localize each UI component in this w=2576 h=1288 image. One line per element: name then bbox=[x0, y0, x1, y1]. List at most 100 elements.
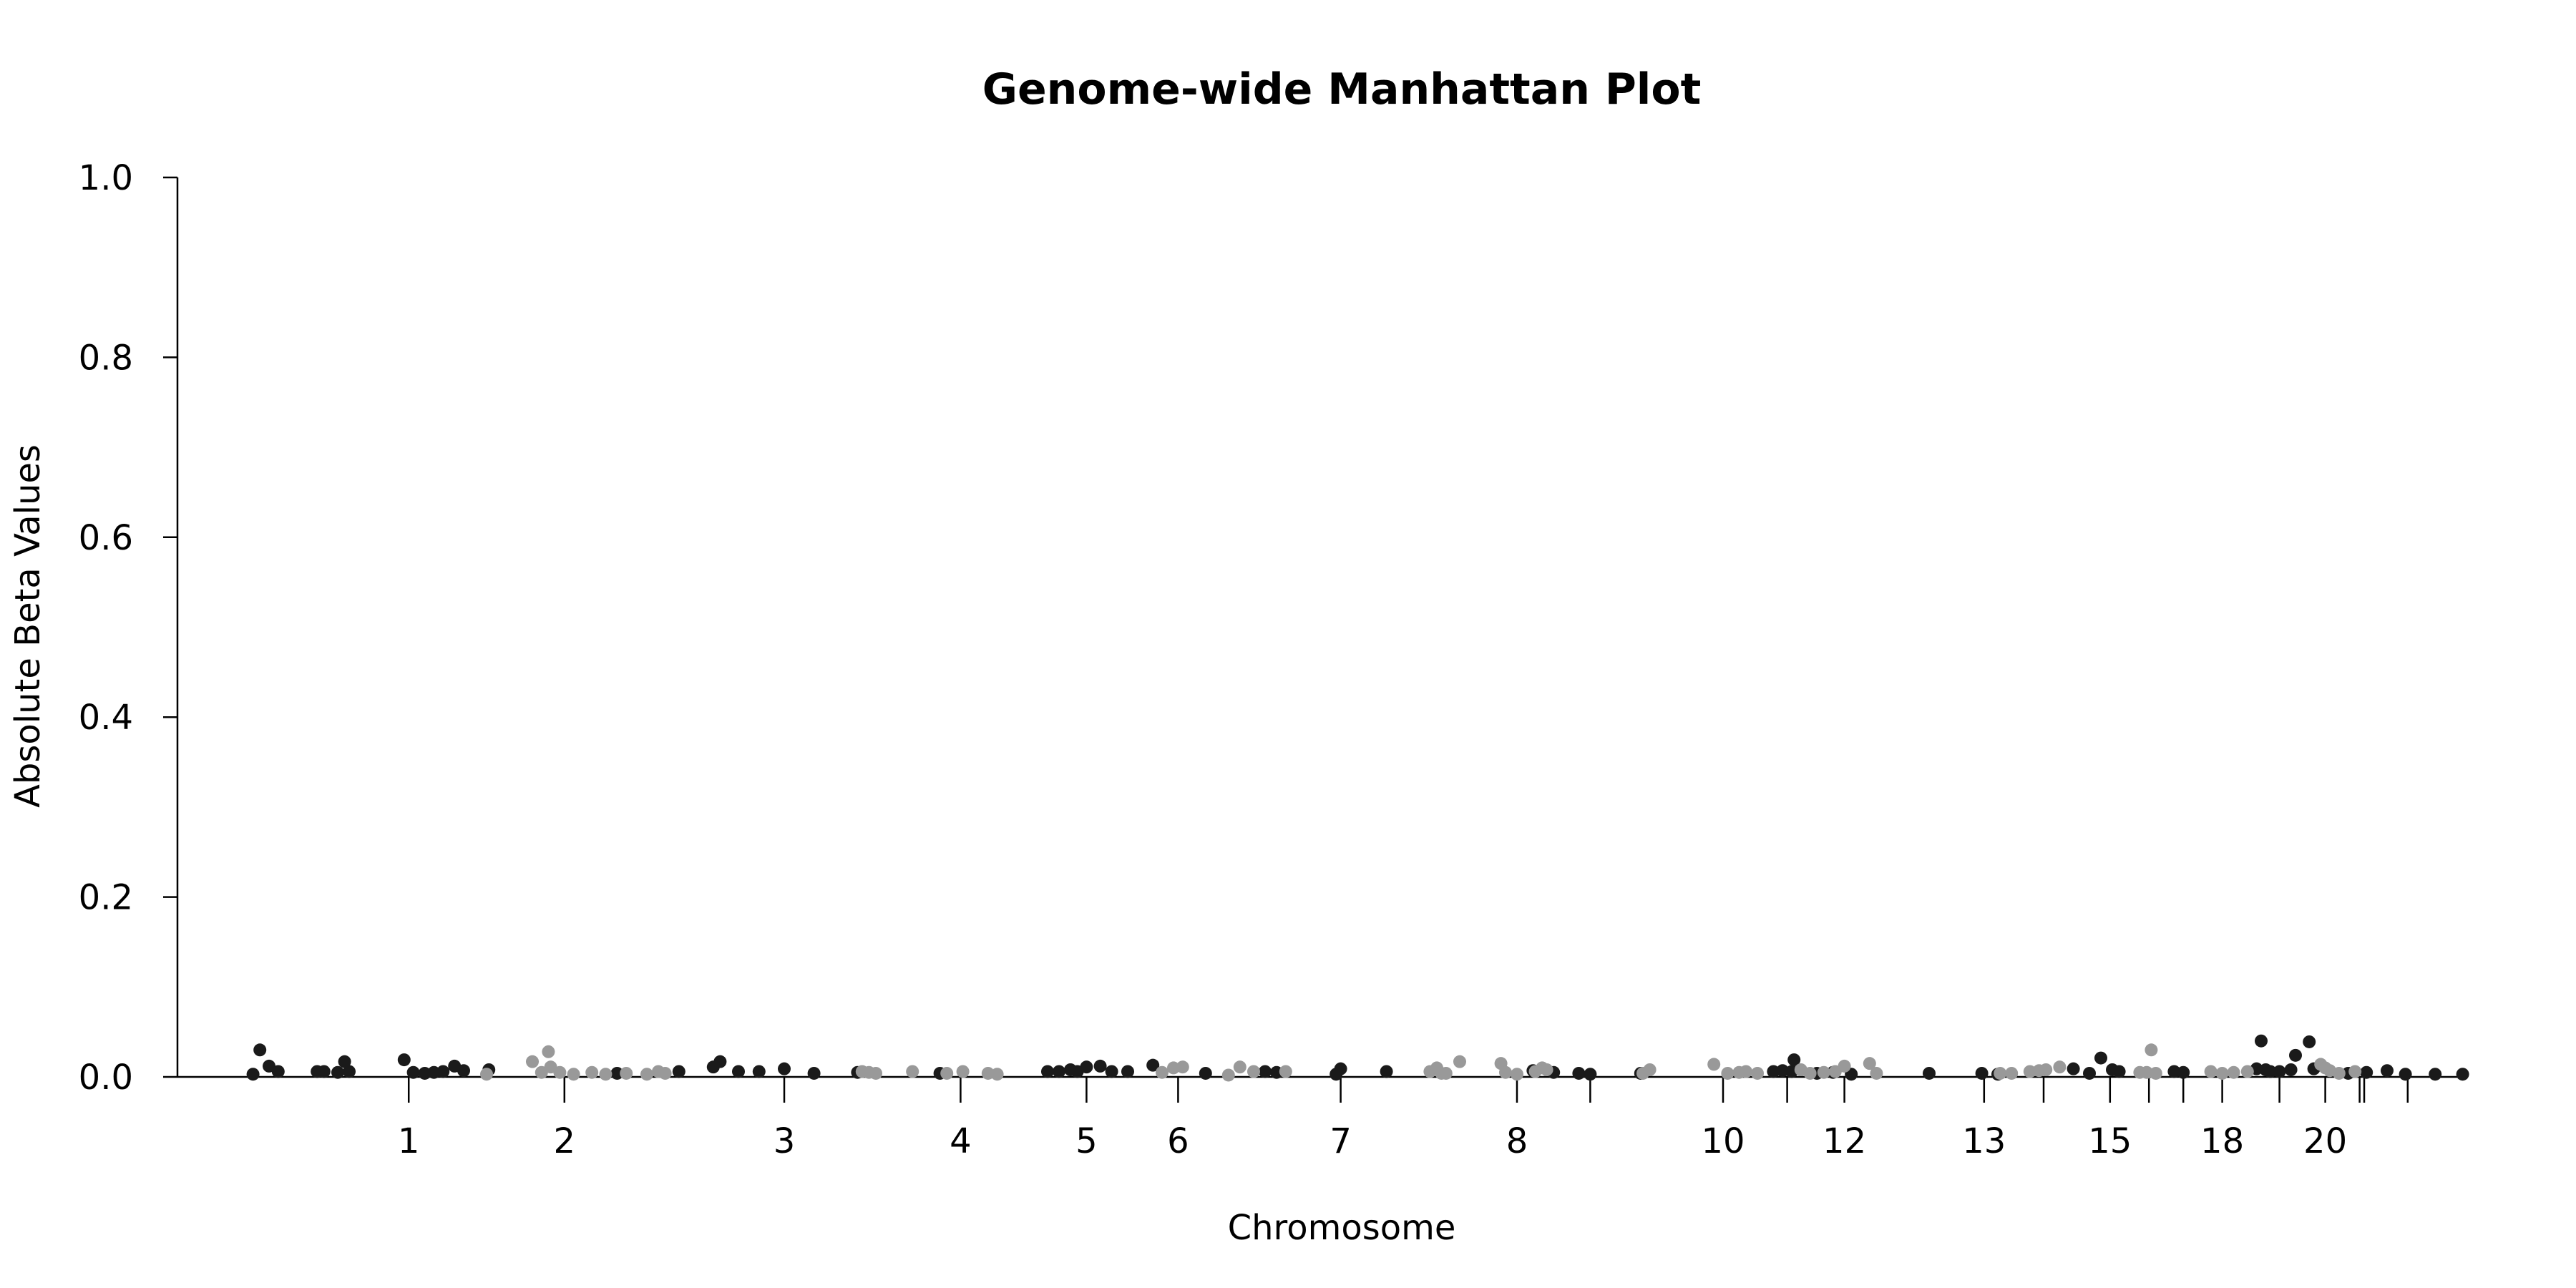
data-point bbox=[2360, 1065, 2373, 1079]
data-point bbox=[1093, 1059, 1107, 1073]
data-point bbox=[2456, 1068, 2469, 1081]
x-tick-label: 3 bbox=[774, 1121, 796, 1161]
x-tick-label: 7 bbox=[1330, 1121, 1352, 1161]
data-point bbox=[713, 1055, 727, 1068]
data-point bbox=[2284, 1063, 2298, 1076]
data-point bbox=[1053, 1065, 1065, 1078]
data-point bbox=[1975, 1066, 1989, 1080]
data-point bbox=[1156, 1065, 1169, 1079]
data-point bbox=[480, 1068, 493, 1081]
y-tick-label: 1.0 bbox=[79, 158, 133, 198]
data-point bbox=[1721, 1066, 1735, 1080]
data-point bbox=[1279, 1065, 1292, 1078]
y-tick-label: 0.0 bbox=[79, 1058, 133, 1098]
data-point bbox=[1259, 1065, 1272, 1078]
y-axis-label: Absolute Beta Values bbox=[8, 444, 48, 808]
data-point bbox=[1863, 1057, 1876, 1070]
data-point bbox=[1041, 1065, 1054, 1078]
data-point bbox=[457, 1064, 470, 1078]
x-tick-label: 2 bbox=[554, 1121, 576, 1161]
data-point bbox=[331, 1065, 344, 1079]
data-point bbox=[620, 1066, 633, 1080]
data-point bbox=[1105, 1065, 1118, 1078]
data-point bbox=[990, 1068, 1004, 1081]
data-point bbox=[2005, 1066, 2019, 1080]
data-point bbox=[1803, 1066, 1817, 1080]
data-point bbox=[1838, 1059, 1851, 1073]
data-point bbox=[567, 1068, 580, 1081]
data-point bbox=[1453, 1055, 1466, 1068]
data-point bbox=[2149, 1066, 2162, 1080]
x-tick-label: 13 bbox=[1962, 1121, 2006, 1161]
data-point bbox=[2039, 1063, 2053, 1076]
chart-title: Genome-wide Manhattan Plot bbox=[982, 64, 1702, 114]
data-point bbox=[1511, 1068, 1523, 1081]
data-point bbox=[807, 1066, 821, 1080]
data-point bbox=[1121, 1065, 1134, 1078]
data-point bbox=[752, 1065, 766, 1078]
data-point bbox=[526, 1055, 539, 1068]
data-point bbox=[2263, 1065, 2277, 1078]
data-point bbox=[2112, 1065, 2126, 1078]
data-point bbox=[253, 1043, 267, 1057]
data-point bbox=[317, 1065, 331, 1078]
data-point bbox=[1994, 1066, 2007, 1080]
y-tick-label: 0.2 bbox=[79, 878, 133, 918]
data-point bbox=[1221, 1068, 1235, 1082]
y-tick-label: 0.6 bbox=[79, 518, 133, 558]
data-point bbox=[2348, 1065, 2362, 1078]
data-point bbox=[436, 1065, 450, 1078]
data-point bbox=[2177, 1065, 2190, 1079]
data-point bbox=[338, 1055, 351, 1068]
data-point bbox=[1199, 1066, 1212, 1080]
data-point bbox=[1572, 1066, 1586, 1080]
x-tick-label: 20 bbox=[2303, 1121, 2347, 1161]
data-point bbox=[2053, 1060, 2067, 1074]
data-point bbox=[2289, 1048, 2302, 1062]
data-point bbox=[406, 1065, 420, 1079]
x-axis-label: Chromosome bbox=[1228, 1208, 1456, 1248]
data-point bbox=[2429, 1068, 2442, 1081]
data-point bbox=[2399, 1068, 2412, 1081]
data-point bbox=[2240, 1065, 2254, 1078]
x-tick-label: 5 bbox=[1075, 1121, 1098, 1161]
data-point bbox=[1247, 1065, 1260, 1078]
data-point bbox=[1439, 1066, 1453, 1080]
data-point bbox=[1146, 1058, 1160, 1072]
data-point bbox=[1740, 1065, 1752, 1078]
data-point bbox=[1380, 1065, 1393, 1078]
data-point bbox=[343, 1065, 356, 1078]
data-point bbox=[1233, 1060, 1246, 1074]
x-tick-label: 6 bbox=[1167, 1121, 1189, 1161]
y-tick-label: 0.4 bbox=[79, 698, 133, 738]
data-point bbox=[1707, 1058, 1721, 1071]
data-point bbox=[732, 1065, 745, 1078]
data-points bbox=[246, 1034, 2469, 1082]
x-tick-label: 10 bbox=[1701, 1121, 1745, 1161]
data-point bbox=[1751, 1066, 1764, 1080]
data-point bbox=[2204, 1065, 2218, 1078]
data-point bbox=[940, 1066, 954, 1080]
data-point bbox=[1923, 1066, 1936, 1080]
data-point bbox=[1870, 1066, 1883, 1080]
data-point bbox=[2273, 1065, 2286, 1078]
x-tick-label: 8 bbox=[1506, 1121, 1528, 1161]
data-point bbox=[2303, 1035, 2316, 1048]
data-point bbox=[2083, 1066, 2096, 1080]
data-point bbox=[585, 1065, 599, 1079]
data-point bbox=[542, 1045, 555, 1058]
data-point bbox=[869, 1066, 882, 1080]
x-axis: 1 2 3 4 5 6 7 8 10 12 13 15 18 20 bbox=[177, 1075, 2467, 1161]
x-tick-label: 18 bbox=[2200, 1121, 2244, 1161]
data-point bbox=[1334, 1062, 1347, 1075]
data-point bbox=[2227, 1065, 2240, 1079]
x-tick-label: 4 bbox=[950, 1121, 972, 1161]
data-point bbox=[956, 1065, 970, 1078]
data-point bbox=[2255, 1034, 2268, 1048]
data-point bbox=[640, 1068, 653, 1081]
data-point bbox=[2067, 1062, 2080, 1075]
data-point bbox=[2332, 1066, 2346, 1080]
data-point bbox=[599, 1068, 613, 1081]
data-point bbox=[1080, 1060, 1093, 1074]
